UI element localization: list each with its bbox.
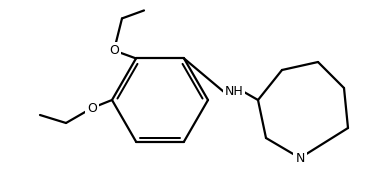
Text: NH: NH xyxy=(225,84,243,97)
Text: H: H xyxy=(232,85,240,95)
Text: O: O xyxy=(87,101,97,114)
Text: N: N xyxy=(295,151,305,164)
Text: O: O xyxy=(109,44,119,57)
